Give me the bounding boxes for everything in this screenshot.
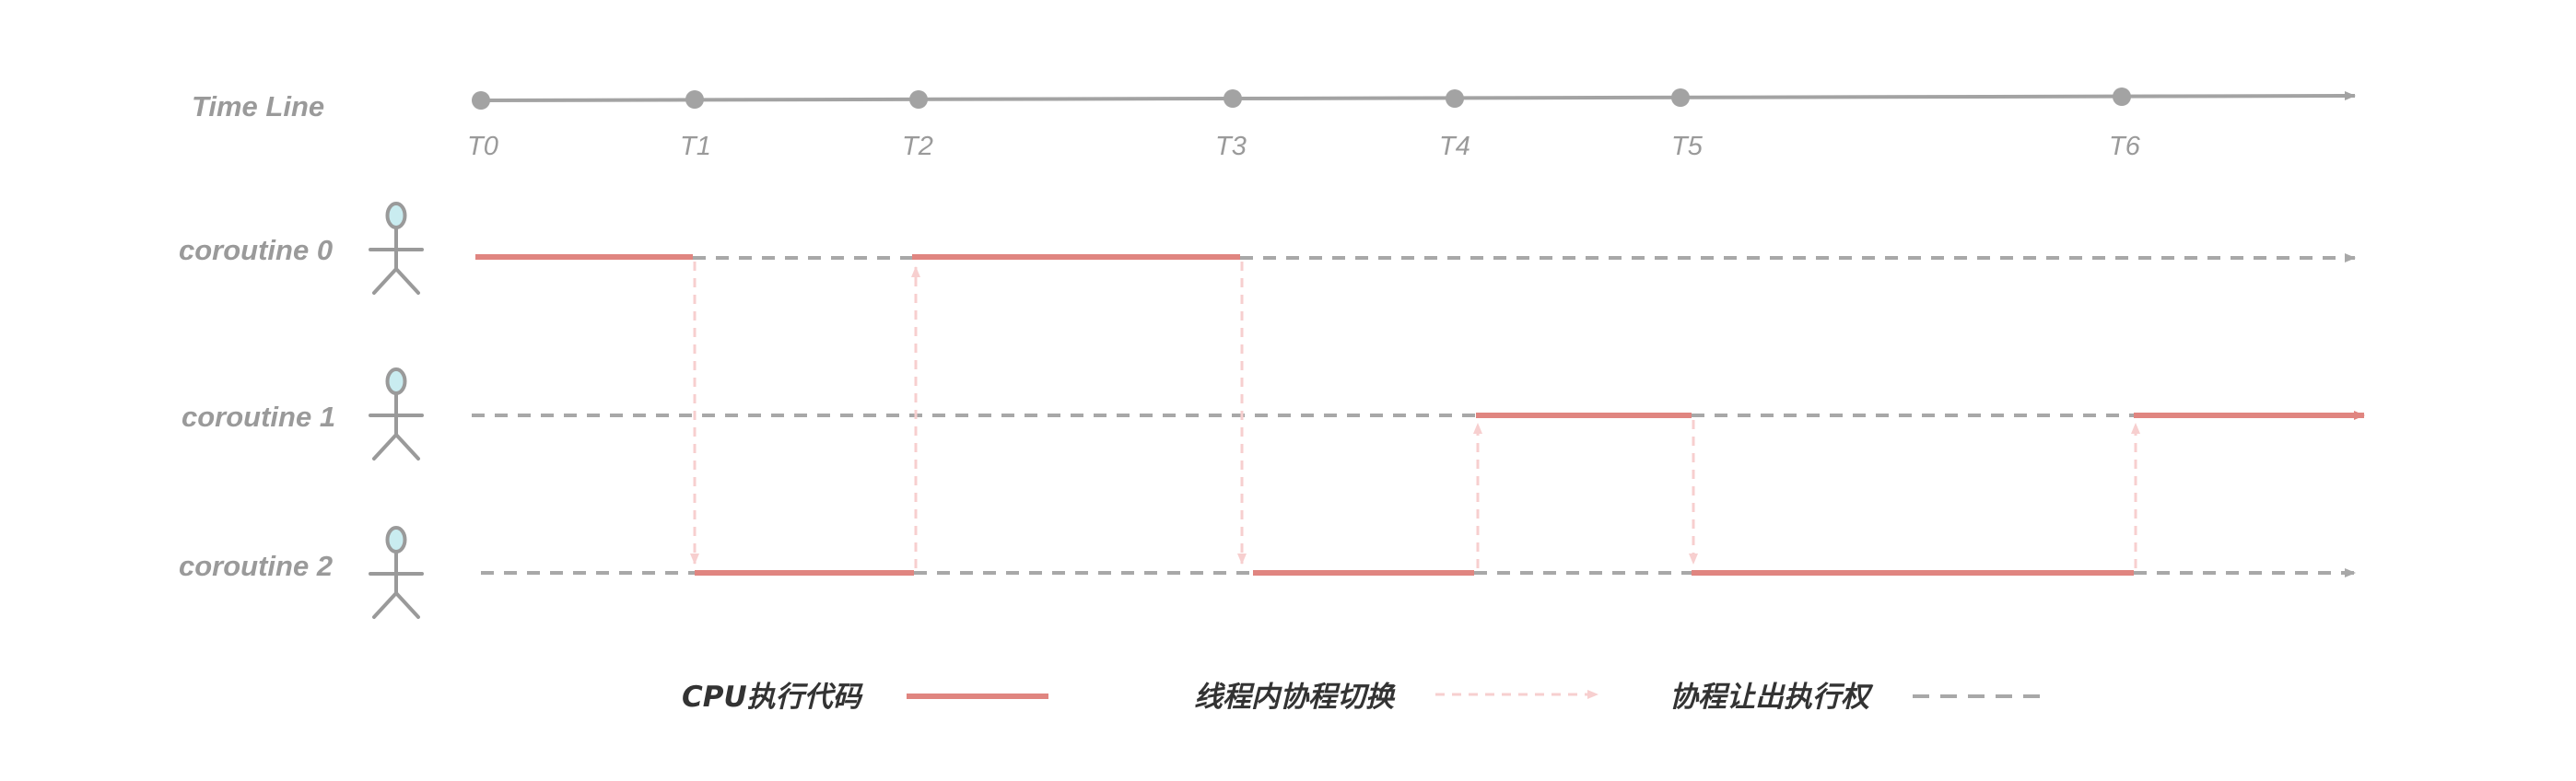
tick-dot-t3 — [1224, 89, 1242, 108]
tick-dot-t5 — [1671, 88, 1690, 107]
timeline-tick-labels: T0 T1 T2 T3 T4 T5 T6 — [467, 132, 2141, 161]
legend: CPU执行代码 线程内协程切换 协程让出执行权 — [682, 681, 2049, 714]
tick-label-t5: T5 — [1671, 132, 1704, 161]
person-icon — [369, 367, 424, 460]
tick-label-t0: T0 — [467, 132, 498, 161]
tick-dot-t0 — [472, 91, 490, 110]
person-icon — [369, 202, 424, 295]
tick-label-t3: T3 — [1215, 132, 1247, 161]
tick-dot-t4 — [1446, 89, 1464, 108]
row-label-coroutine-1: coroutine 1 — [181, 401, 335, 433]
timeline-label: Time Line — [192, 90, 324, 122]
person-icon — [369, 526, 424, 619]
legend-label-cpu-exec: CPU执行代码 — [682, 681, 864, 714]
tick-dot-t6 — [2113, 87, 2131, 106]
row-label-coroutine-2: coroutine 2 — [179, 550, 333, 582]
tick-label-t2: T2 — [902, 132, 933, 161]
tick-label-t1: T1 — [680, 132, 711, 161]
tick-label-t4: T4 — [1439, 132, 1470, 161]
legend-label-yield: 协程让出执行权 — [1669, 681, 1874, 714]
legend-label-switch: 线程内协程切换 — [1194, 681, 1396, 714]
tick-dot-t1 — [685, 90, 704, 109]
tick-label-t6: T6 — [2109, 132, 2141, 161]
tick-dot-t2 — [909, 90, 928, 109]
timeline-ticks — [472, 87, 2131, 110]
row-label-coroutine-0: coroutine 0 — [179, 234, 333, 266]
timeline-axis — [480, 91, 2356, 102]
